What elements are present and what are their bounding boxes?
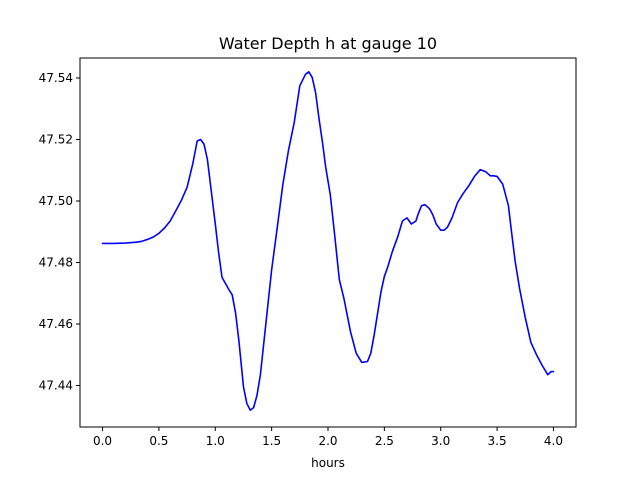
y-tick-label: 47.50 [39, 194, 73, 208]
plot-data [101, 71, 555, 411]
x-tick-label: 2.0 [318, 434, 337, 448]
plot-frame [79, 57, 577, 428]
x-tick-label: 0.5 [149, 434, 168, 448]
axis-ticks: 0.0 0.5 1.0 1.5 2.0 2.5 3.0 3.5 4.0 47.44 47.46 47.… [39, 71, 563, 448]
x-tick-label: 3.0 [431, 434, 450, 448]
x-tick-label: 0.0 [93, 434, 112, 448]
x-tick-label: 3.5 [488, 434, 507, 448]
y-tick-label: 47.48 [39, 255, 73, 269]
series-line [101, 71, 555, 411]
x-tick-label: 1.5 [262, 434, 281, 448]
x-tick-label: 4.0 [544, 434, 563, 448]
y-tick-label: 47.52 [39, 132, 73, 146]
y-tick-label: 47.44 [39, 378, 73, 392]
x-tick-label: 2.5 [375, 434, 394, 448]
x-tick-label: 1.0 [206, 434, 225, 448]
y-tick-label: 47.54 [39, 71, 73, 85]
y-tick-label: 47.46 [39, 317, 73, 331]
x-axis-label: hours [311, 456, 345, 470]
chart-title: Water Depth h at gauge 10 [219, 34, 437, 53]
